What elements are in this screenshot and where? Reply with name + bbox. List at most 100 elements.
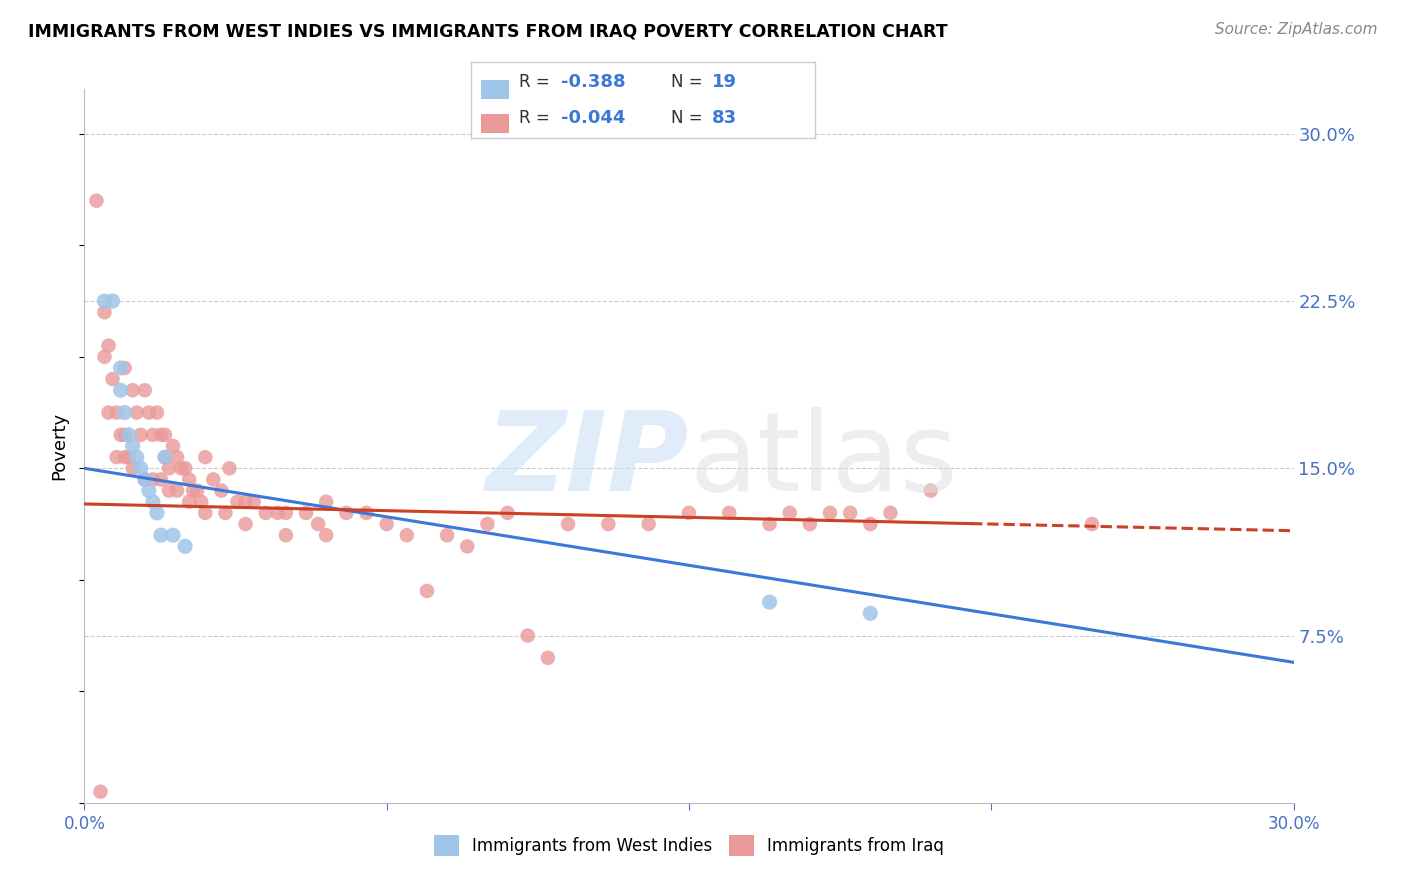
Point xyxy=(153,450,176,464)
Point xyxy=(315,494,337,508)
Point xyxy=(149,473,172,487)
Point xyxy=(295,506,318,520)
Point xyxy=(920,483,942,498)
Point xyxy=(186,483,208,498)
Point xyxy=(157,461,180,475)
Point xyxy=(121,384,143,398)
Point xyxy=(121,461,143,475)
Point xyxy=(879,506,901,520)
Point xyxy=(114,360,136,375)
Point xyxy=(174,461,197,475)
Point xyxy=(254,506,277,520)
Point xyxy=(190,494,212,508)
Point xyxy=(142,427,165,442)
Point xyxy=(138,405,160,419)
Point xyxy=(537,651,560,665)
Point xyxy=(101,293,124,308)
Point xyxy=(162,439,184,453)
Point xyxy=(235,494,257,508)
Point xyxy=(598,516,620,531)
Point xyxy=(129,461,152,475)
Point xyxy=(97,405,120,419)
Point xyxy=(395,528,418,542)
Point xyxy=(194,450,217,464)
Point xyxy=(162,528,184,542)
Point xyxy=(859,516,882,531)
Point xyxy=(1081,516,1104,531)
Point xyxy=(202,473,225,487)
Point xyxy=(86,194,108,208)
Text: atlas: atlas xyxy=(689,407,957,514)
Point xyxy=(138,483,160,498)
Text: N =: N = xyxy=(671,109,707,127)
Point xyxy=(89,785,111,799)
Point xyxy=(153,427,176,442)
Point xyxy=(179,473,201,487)
Point xyxy=(194,506,217,520)
Bar xyxy=(481,114,509,133)
Point xyxy=(859,607,882,621)
Point xyxy=(356,506,378,520)
Point xyxy=(93,350,115,364)
Point xyxy=(516,628,538,642)
Point xyxy=(166,483,188,498)
Point xyxy=(214,506,236,520)
Point xyxy=(134,473,156,487)
Point xyxy=(274,506,297,520)
Point xyxy=(114,427,136,442)
Point xyxy=(97,338,120,352)
Point xyxy=(170,461,193,475)
Point xyxy=(758,516,780,531)
Point xyxy=(218,461,240,475)
Point xyxy=(118,427,141,442)
Point xyxy=(125,450,148,464)
Point xyxy=(678,506,700,520)
Point xyxy=(179,494,201,508)
Text: IMMIGRANTS FROM WEST INDIES VS IMMIGRANTS FROM IRAQ POVERTY CORRELATION CHART: IMMIGRANTS FROM WEST INDIES VS IMMIGRANT… xyxy=(28,22,948,40)
Point xyxy=(209,483,232,498)
Text: ZIP: ZIP xyxy=(485,407,689,514)
Point xyxy=(181,483,204,498)
Point xyxy=(477,516,499,531)
Point xyxy=(799,516,821,531)
Point xyxy=(121,439,143,453)
Point xyxy=(335,506,357,520)
Point xyxy=(101,372,124,386)
Point xyxy=(134,384,156,398)
Point xyxy=(146,405,169,419)
Point xyxy=(93,293,115,308)
Text: N =: N = xyxy=(671,73,707,91)
Point xyxy=(315,528,337,542)
Point xyxy=(174,539,197,553)
Bar xyxy=(481,80,509,99)
Point xyxy=(149,427,172,442)
Point xyxy=(307,516,329,531)
Point xyxy=(226,494,249,508)
Point xyxy=(436,528,458,542)
Point xyxy=(129,427,152,442)
Point xyxy=(839,506,862,520)
Point xyxy=(242,494,264,508)
Y-axis label: Poverty: Poverty xyxy=(51,412,69,480)
Text: 19: 19 xyxy=(713,73,737,91)
Point xyxy=(110,360,132,375)
Text: Source: ZipAtlas.com: Source: ZipAtlas.com xyxy=(1215,22,1378,37)
Point xyxy=(118,450,141,464)
Point xyxy=(110,427,132,442)
Legend: Immigrants from West Indies, Immigrants from Iraq: Immigrants from West Indies, Immigrants … xyxy=(427,829,950,863)
Point xyxy=(149,528,172,542)
Point xyxy=(557,516,579,531)
Point xyxy=(157,483,180,498)
Point xyxy=(93,305,115,319)
Point xyxy=(105,450,128,464)
Point xyxy=(105,405,128,419)
Point xyxy=(114,450,136,464)
Point xyxy=(235,516,257,531)
Point xyxy=(779,506,801,520)
Point xyxy=(166,450,188,464)
Point xyxy=(142,494,165,508)
Point xyxy=(110,384,132,398)
Point xyxy=(267,506,290,520)
Point xyxy=(375,516,398,531)
Text: R =: R = xyxy=(519,73,555,91)
